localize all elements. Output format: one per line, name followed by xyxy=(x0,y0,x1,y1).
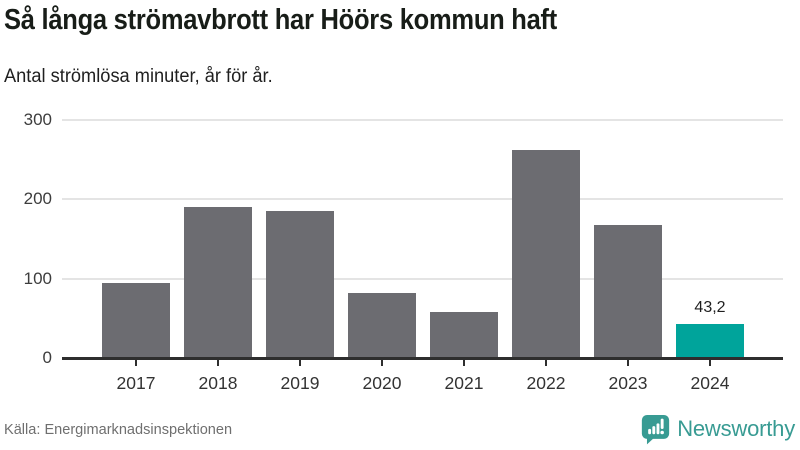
bar-group-2018: 2018 xyxy=(177,120,259,393)
x-tick-2019 xyxy=(299,359,301,366)
y-tick-label-0: 0 xyxy=(42,348,52,367)
bar-2024 xyxy=(676,323,744,358)
x-tick-label-2021: 2021 xyxy=(444,373,484,393)
bar-group-2020: 2020 xyxy=(341,120,423,393)
x-tick-label-2018: 2018 xyxy=(198,373,238,393)
chart-subtitle: Antal strömlösa minuter, år för år. xyxy=(4,66,273,87)
bar-2019 xyxy=(266,211,334,358)
x-tick-label-2019: 2019 xyxy=(280,373,320,393)
x-tick-2018 xyxy=(217,359,219,366)
bar-value-label-2024: 43,2 xyxy=(694,298,726,316)
bar-2023 xyxy=(594,224,662,358)
newsworthy-logo-icon xyxy=(642,414,670,444)
bar-chart-plot-area: 0 100 200 300 2017 2018 2019 2020 2021 2022 2023 43… xyxy=(24,110,783,393)
bar-2018 xyxy=(184,207,252,358)
gridline-300 xyxy=(62,119,783,121)
bar-2020 xyxy=(348,292,416,358)
x-tick-label-2023: 2023 xyxy=(608,373,648,393)
x-tick-label-2022: 2022 xyxy=(526,373,566,393)
y-tick-label-300: 300 xyxy=(23,110,52,129)
bar-2017 xyxy=(102,282,170,358)
gridline-100 xyxy=(62,277,783,280)
bar-2022 xyxy=(512,150,580,358)
x-tick-2022 xyxy=(545,359,547,366)
bar-group-2022: 2022 xyxy=(505,120,587,393)
x-tick-2023 xyxy=(627,359,629,366)
chart-footer: Källa: Energimarknadsinspektionen Newswo… xyxy=(4,412,795,446)
page-title: Så långa strömavbrott har Höörs kommun h… xyxy=(4,4,558,36)
x-tick-2024 xyxy=(709,359,711,366)
bar-group-2023: 2023 xyxy=(587,120,669,393)
x-tick-label-2024: 2024 xyxy=(690,373,730,393)
x-tick-2017 xyxy=(135,359,137,366)
x-tick-2020 xyxy=(381,359,383,366)
bar-group-2021: 2021 xyxy=(423,120,505,393)
source-note: Källa: Energimarknadsinspektionen xyxy=(4,420,233,438)
gridline-200 xyxy=(62,198,783,201)
bar-group-2019: 2019 xyxy=(259,120,341,393)
y-tick-label-200: 200 xyxy=(23,189,52,209)
bar-group-2017: 2017 xyxy=(95,120,177,393)
x-tick-label-2017: 2017 xyxy=(116,373,156,393)
x-axis-line xyxy=(62,357,783,360)
x-tick-2021 xyxy=(463,359,465,366)
y-tick-label-100: 100 xyxy=(23,268,52,288)
bar-group-2024: 43,2 2024 xyxy=(669,120,751,393)
newsworthy-brand: Newsworthy xyxy=(641,414,795,445)
bars-container: 2017 2018 2019 2020 2021 2022 2023 43,2 2024 xyxy=(95,120,751,393)
x-tick-label-2020: 2020 xyxy=(362,373,402,393)
brand-name: Newsworthy xyxy=(677,416,795,441)
bar-2021 xyxy=(430,312,498,358)
